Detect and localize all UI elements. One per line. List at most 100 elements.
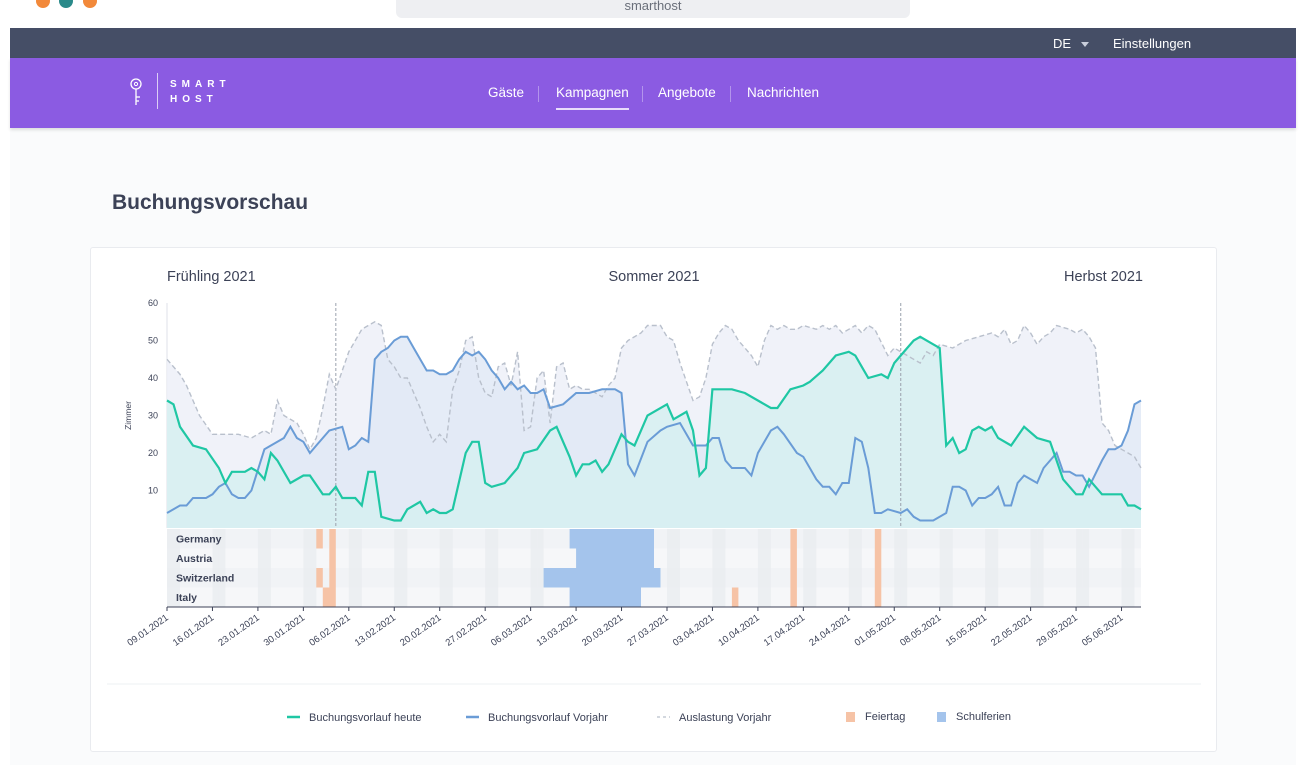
series-line-buchungsvorlauf-heute	[166, 335, 1142, 522]
current-area	[167, 336, 1141, 528]
calendar-row-label: Austria	[176, 553, 212, 565]
window-maximize-icon[interactable]	[83, 0, 97, 8]
x-tick-label: 08.05.2021	[898, 612, 943, 648]
weekend-band	[1030, 529, 1038, 607]
public-holiday-block	[874, 548, 882, 568]
y-tick-label: 60	[148, 298, 158, 308]
weekend-band	[712, 529, 719, 607]
public-holiday-block	[329, 529, 336, 549]
x-tick-label: 10.04.2021	[716, 612, 761, 648]
public-holiday-block	[874, 568, 882, 588]
window-close-icon[interactable]	[36, 0, 50, 8]
weekend-band	[264, 529, 271, 607]
public-holiday-block	[329, 568, 336, 588]
main-navbar: SMART HOST Gäste Kampagnen Angebote Nach…	[10, 58, 1296, 128]
public-holiday-block	[874, 587, 882, 607]
x-tick-label: 03.04.2021	[671, 612, 716, 648]
x-tick-label: 17.04.2021	[762, 612, 807, 648]
x-tick-label: 22.05.2021	[989, 612, 1034, 648]
public-holiday-block	[790, 568, 797, 588]
logo-divider	[157, 73, 158, 109]
url-bar[interactable]: smarthost	[396, 0, 910, 18]
weekend-band	[939, 529, 947, 607]
booking-preview-card: Frühling 2021 Sommer 2021 Herbst 2021 10 20 3…	[90, 247, 1217, 752]
weekend-band	[894, 529, 901, 607]
weekend-band	[855, 529, 862, 607]
series-line-buchungsvorlauf-vorjahr	[166, 335, 1142, 522]
nav-item-angebote[interactable]: Angebote	[658, 85, 716, 100]
weekend-band	[537, 529, 544, 607]
nav-item-kampagnen[interactable]: Kampagnen	[556, 85, 629, 110]
x-tick-label: 15.05.2021	[944, 612, 989, 648]
top-utility-bar: DE Einstellungen	[10, 28, 1296, 58]
weekend-band	[303, 529, 310, 607]
nav-divider	[642, 86, 643, 102]
y-tick-label: 30	[148, 411, 158, 421]
nav-divider	[730, 86, 731, 102]
school-holiday-block	[543, 568, 661, 588]
caret-down-icon	[1081, 42, 1090, 48]
x-tick-label: 30.01.2021	[262, 612, 307, 648]
season-label: Herbst 2021	[1064, 269, 1143, 285]
season-label: Frühling 2021	[167, 269, 256, 285]
public-holiday-block	[790, 529, 797, 549]
booking-chart: Frühling 2021 Sommer 2021 Herbst 2021 10 20 3…	[107, 269, 1201, 724]
page-title: Buchungsvorschau	[112, 191, 309, 214]
weekend-band	[1037, 529, 1044, 607]
y-tick-label: 20	[148, 448, 158, 458]
public-holiday-block	[790, 587, 797, 607]
public-holiday-block	[316, 568, 323, 588]
x-tick-label: 29.05.2021	[1035, 612, 1080, 648]
calendar-row-label: Switzerland	[176, 573, 234, 585]
public-holiday-block	[874, 529, 882, 549]
legend-swatch	[846, 712, 855, 722]
x-tick-label: 16.01.2021	[171, 612, 216, 648]
weekend-band	[718, 529, 726, 607]
weekend-band	[218, 529, 226, 607]
x-tick-label: 20.03.2021	[580, 612, 625, 648]
y-tick-label: 40	[148, 373, 158, 383]
app-frame: DE Einstellungen SMART HOST Gäste Kampag…	[10, 28, 1296, 765]
weekend-band	[673, 529, 680, 607]
season-label: Sommer 2021	[608, 269, 699, 285]
weekend-band	[348, 529, 356, 607]
settings-link[interactable]: Einstellungen	[1113, 36, 1192, 51]
legend-swatch	[937, 712, 946, 722]
public-holiday-block	[316, 529, 323, 549]
weekend-band	[764, 529, 771, 607]
school-holiday-block	[569, 587, 641, 607]
school-holiday-block	[569, 529, 654, 549]
window-minimize-icon[interactable]	[59, 0, 73, 8]
weekend-band	[1121, 529, 1128, 607]
weekend-band	[757, 529, 765, 607]
y-axis-label: Zimmer	[123, 401, 133, 430]
nav-item-gaeste[interactable]: Gäste	[488, 85, 525, 100]
weekend-band	[900, 529, 908, 607]
legend-label: Feiertag	[865, 711, 905, 723]
weekend-band	[991, 529, 999, 607]
weekend-band	[212, 529, 219, 607]
weekend-band	[446, 529, 453, 607]
nav-item-nachrichten[interactable]: Nachrichten	[747, 85, 820, 100]
key-icon	[130, 78, 142, 105]
weekend-band	[1076, 529, 1083, 607]
x-tick-label: 01.05.2021	[853, 612, 898, 648]
legend-label: Buchungsvorlauf heute	[309, 712, 422, 724]
x-tick-label: 23.01.2021	[216, 612, 261, 648]
weekend-band	[809, 529, 817, 607]
nav-divider	[538, 86, 539, 102]
weekend-band	[394, 529, 401, 607]
legend-label: Schulferien	[956, 711, 1011, 723]
x-tick-label: 06.02.2021	[307, 612, 352, 648]
weekend-band	[309, 529, 317, 607]
language-selector[interactable]: DE	[1053, 36, 1090, 51]
x-tick-label: 24.04.2021	[807, 612, 852, 648]
legend-label: Buchungsvorlauf Vorjahr	[488, 712, 608, 724]
y-tick-label: 50	[148, 336, 158, 346]
series-line-auslastung-vorjahr	[166, 320, 1142, 469]
weekend-band	[848, 529, 856, 607]
calendar-row-label: Italy	[176, 592, 197, 604]
weekend-band	[400, 529, 408, 607]
weekend-band	[1128, 529, 1135, 607]
x-tick-label: 27.03.2021	[625, 612, 670, 648]
